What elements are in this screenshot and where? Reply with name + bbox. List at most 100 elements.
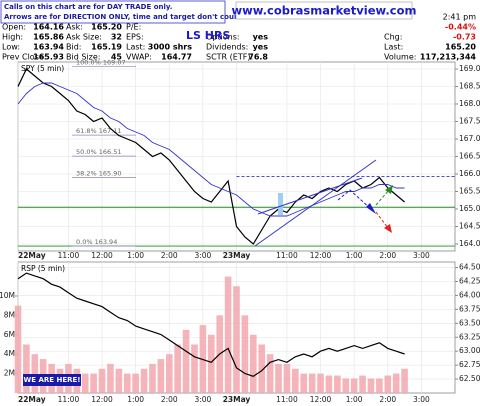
field-value: 117,213,344 — [420, 53, 477, 62]
x-tick-label: 11:00 — [276, 395, 298, 404]
volume-bar — [266, 354, 274, 393]
volume-bar — [250, 334, 257, 393]
y-tick-label: 165.5 — [459, 187, 480, 196]
x-tick-label: 12:00 — [310, 251, 332, 260]
volume-bar — [140, 368, 148, 393]
field-value: 163.94 — [33, 43, 64, 52]
volume-bar — [325, 375, 333, 393]
x-tick-label: 11:00 — [276, 251, 298, 260]
volume-bar — [98, 368, 106, 393]
field-label: Prev Close: — [2, 53, 46, 62]
volume-bar — [123, 373, 131, 393]
channel-line — [257, 177, 363, 215]
volume-bar — [224, 276, 232, 393]
arrow-head — [366, 203, 376, 214]
volume-bar — [392, 373, 400, 393]
y-tick-label: 169.0 — [459, 64, 480, 73]
field-label: SCTR (ETF): — [206, 53, 253, 62]
volume-bar — [14, 305, 22, 393]
field-label: Ask: — [66, 23, 83, 32]
field-label: VWAP: — [126, 53, 152, 62]
volume-bar — [258, 344, 266, 393]
volume-bar — [300, 373, 308, 393]
field-label: Bid Size: — [66, 53, 100, 62]
field-label: EPS: — [126, 33, 144, 42]
field-label: Chg: — [384, 33, 402, 42]
series-line — [17, 68, 405, 245]
series-line — [17, 82, 405, 217]
volume-bar — [275, 363, 282, 393]
volume-bar — [334, 375, 341, 393]
website-box — [235, 1, 413, 20]
field-label: Options: — [206, 33, 240, 42]
volume-bar — [317, 373, 324, 393]
volume-bar — [376, 378, 383, 393]
x-tick-label: 1:00 — [346, 395, 363, 404]
annotation: WE ARE HERE! — [24, 376, 81, 384]
volume-bar — [165, 354, 173, 393]
field-label: Ask Size: — [66, 33, 102, 42]
arrow-head — [384, 224, 392, 233]
volume-bar — [174, 344, 181, 393]
x-tick-label: 1:00 — [127, 395, 144, 404]
volume-bar — [308, 373, 316, 393]
x-tick-label: 1:00 — [127, 251, 144, 260]
y-tick-label: 63.00 — [459, 346, 480, 355]
field-label: Low: — [2, 43, 20, 52]
y-tick-label: 64.50 — [459, 263, 480, 272]
volume-bar — [342, 378, 350, 393]
up-arrow — [375, 189, 390, 206]
y2-tick-label: 4M — [4, 349, 15, 358]
x-tick-label: 3:00 — [413, 395, 430, 404]
annotation-box — [23, 374, 81, 386]
volume-bar — [384, 375, 392, 393]
fib-label: 61.8% 167.11 — [76, 127, 121, 135]
y-tick-label: 63.25 — [459, 332, 480, 341]
y2-tick-label: 2M — [4, 369, 15, 378]
x-tick-label: 12:00 — [91, 395, 113, 404]
volume-bar — [23, 344, 30, 393]
notice-line: Calls on this chart are for DAY TRADE on… — [4, 3, 172, 11]
x-tick-label: 3:00 — [194, 395, 211, 404]
y-tick-label: 167.5 — [459, 117, 480, 126]
y-tick-label: 166.0 — [459, 169, 480, 178]
fib-label: 0.0% 163.94 — [76, 238, 117, 246]
x-tick-label: 3:00 — [413, 251, 430, 260]
volume-bar — [207, 334, 215, 393]
x-tick-label: 22May — [18, 395, 46, 404]
volume-bar — [359, 375, 366, 393]
y-tick-label: 164.5 — [459, 222, 480, 231]
field-label: Dividends: — [206, 43, 248, 52]
y-tick-label: 167.0 — [459, 134, 480, 143]
field-value: 76.8 — [248, 53, 268, 62]
panel-title: SPY (5 min) — [21, 64, 64, 73]
field-label: Last: — [384, 43, 403, 52]
quote-header: Open: 164.16 Ask: 165.20 P/E: -0.44% High: 165.… — [2, 23, 476, 62]
x-tick-label: 23May — [223, 251, 251, 260]
field-label: Last: — [126, 43, 145, 52]
field-value: 165.20 — [91, 23, 122, 32]
y-tick-label: 63.50 — [459, 318, 480, 327]
y-tick-label: 62.75 — [459, 360, 480, 369]
fib-label: 100.0% 169.07 — [76, 59, 126, 67]
arrow-head — [385, 185, 393, 194]
field-value: -0.73 — [453, 33, 476, 42]
y-tick-label: 62.50 — [459, 374, 480, 383]
x-tick-label: 2:00 — [379, 251, 396, 260]
field-label: Bid: — [66, 43, 81, 52]
volume-bar — [292, 368, 299, 393]
notice-line: Arrows are for DIRECTION ONLY, time and … — [4, 13, 245, 21]
rsp-volume-panel: 62.50 62.75 63.00 63.25 63.50 63.75 64.00 64.25… — [0, 261, 480, 404]
x-tick-label: 11:00 — [58, 251, 80, 260]
volume-bar — [157, 359, 165, 393]
y-tick-label: 64.00 — [459, 290, 480, 299]
field-value: 165.20 — [445, 43, 476, 52]
y-tick-label: 64.25 — [459, 277, 480, 286]
field-value: 164.77 — [161, 53, 192, 62]
y-tick-label: 168.0 — [459, 99, 480, 108]
field-value: 165.86 — [33, 33, 64, 42]
x-tick-label: 3:00 — [194, 251, 211, 260]
price-panel: 164.0 164.5 165.0 165.5 166.0 166.5 167.0 167.5… — [17, 59, 480, 260]
y-tick-label: 165.0 — [459, 204, 480, 213]
